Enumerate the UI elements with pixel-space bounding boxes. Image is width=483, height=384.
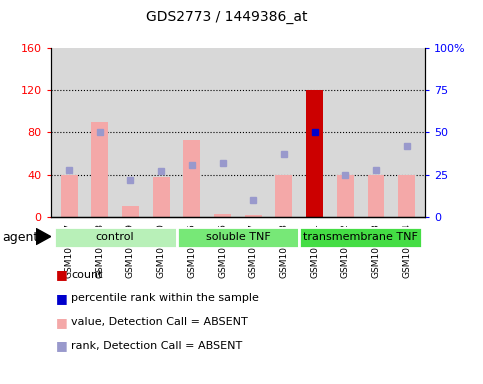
Bar <box>184 140 200 217</box>
Text: ■: ■ <box>56 292 67 305</box>
Text: ■: ■ <box>56 268 67 281</box>
Text: ■: ■ <box>56 316 67 329</box>
Bar <box>61 175 78 217</box>
Text: GDS2773 / 1449386_at: GDS2773 / 1449386_at <box>146 10 308 23</box>
Bar <box>275 175 292 217</box>
Text: agent: agent <box>2 231 39 244</box>
Bar <box>306 90 323 217</box>
Bar <box>153 177 170 217</box>
Bar <box>368 175 384 217</box>
Bar <box>176 227 299 248</box>
Text: ■: ■ <box>56 339 67 353</box>
Bar <box>337 175 354 217</box>
Bar <box>299 227 422 248</box>
Text: transmembrane TNF: transmembrane TNF <box>303 232 418 242</box>
Text: percentile rank within the sample: percentile rank within the sample <box>71 293 259 303</box>
Text: rank, Detection Call = ABSENT: rank, Detection Call = ABSENT <box>71 341 243 351</box>
Text: soluble TNF: soluble TNF <box>205 232 270 242</box>
Text: value, Detection Call = ABSENT: value, Detection Call = ABSENT <box>71 317 248 327</box>
Bar <box>214 214 231 217</box>
Text: count: count <box>71 270 103 280</box>
Bar <box>122 207 139 217</box>
Polygon shape <box>36 228 51 245</box>
Bar <box>398 175 415 217</box>
Bar <box>54 227 176 248</box>
Bar <box>91 122 108 217</box>
Text: control: control <box>96 232 134 242</box>
Bar <box>245 215 262 217</box>
